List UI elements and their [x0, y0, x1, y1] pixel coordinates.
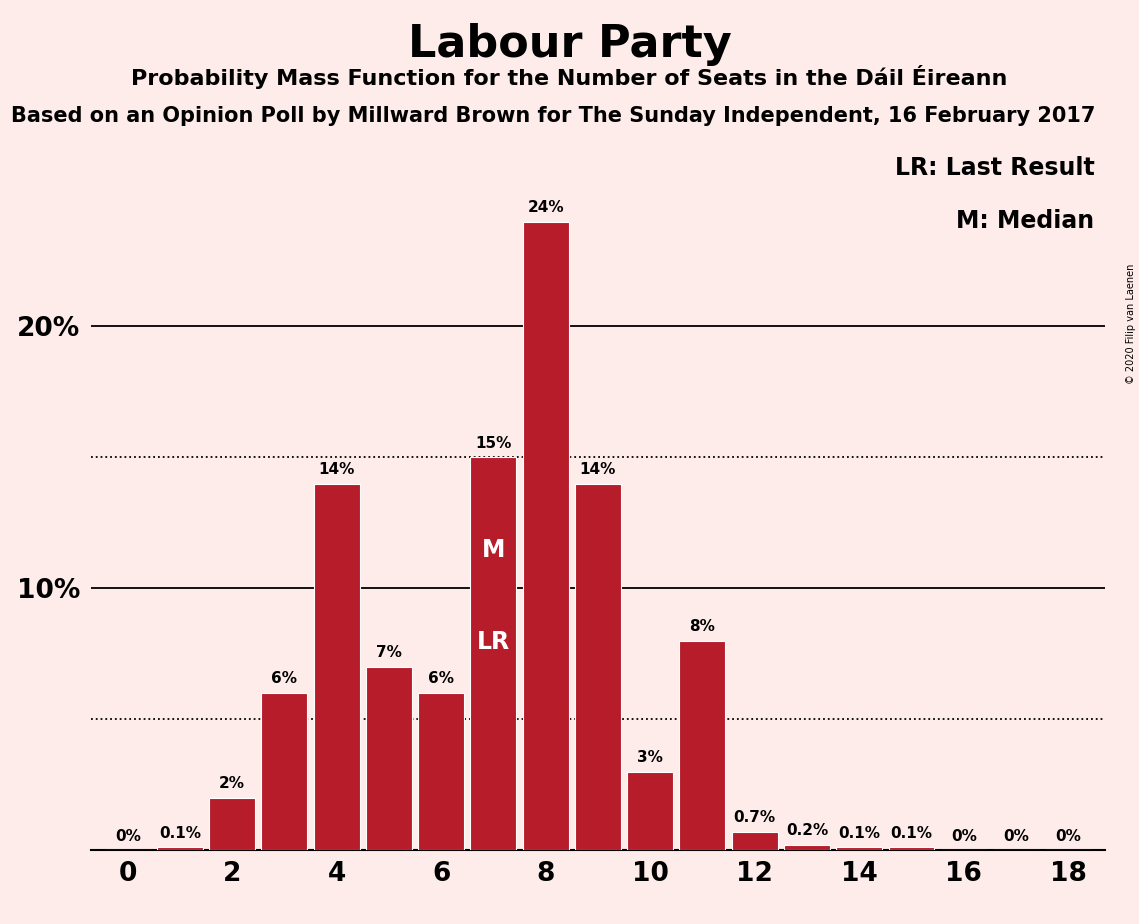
Bar [888, 847, 934, 850]
Text: Labour Party: Labour Party [408, 23, 731, 67]
Text: 6%: 6% [428, 672, 454, 687]
Text: Based on an Opinion Poll by Millward Brown for The Sunday Independent, 16 Februa: Based on an Opinion Poll by Millward Bro… [11, 106, 1096, 127]
Bar [628, 772, 673, 850]
Text: 14%: 14% [319, 462, 355, 477]
Bar [313, 483, 360, 850]
Text: © 2020 Filip van Laenen: © 2020 Filip van Laenen [1126, 263, 1136, 383]
Bar [680, 640, 726, 850]
Bar [784, 845, 830, 850]
Text: 7%: 7% [376, 645, 402, 661]
Text: 0.2%: 0.2% [786, 823, 828, 838]
Text: 0%: 0% [1056, 829, 1081, 844]
Bar [157, 847, 203, 850]
Text: LR: Last Result: LR: Last Result [894, 156, 1095, 180]
Bar [575, 483, 621, 850]
Bar [523, 222, 568, 850]
Bar [470, 457, 516, 850]
Text: 0.1%: 0.1% [838, 826, 880, 841]
Text: 0%: 0% [951, 829, 976, 844]
Bar [366, 667, 412, 850]
Text: 8%: 8% [689, 619, 715, 634]
Text: 3%: 3% [638, 750, 663, 765]
Text: 6%: 6% [271, 672, 297, 687]
Bar [210, 797, 255, 850]
Text: Probability Mass Function for the Number of Seats in the Dáil Éireann: Probability Mass Function for the Number… [131, 65, 1008, 89]
Text: 0.1%: 0.1% [159, 826, 200, 841]
Text: 0%: 0% [115, 829, 140, 844]
Text: M: Median: M: Median [957, 209, 1095, 233]
Bar [731, 832, 778, 850]
Text: 14%: 14% [580, 462, 616, 477]
Text: 15%: 15% [475, 436, 511, 451]
Text: 0%: 0% [1003, 829, 1029, 844]
Bar [836, 847, 883, 850]
Text: M: M [482, 538, 506, 562]
Bar [262, 693, 308, 850]
Text: 0.1%: 0.1% [891, 826, 933, 841]
Text: 24%: 24% [527, 201, 564, 215]
Text: 2%: 2% [219, 776, 245, 791]
Text: 0.7%: 0.7% [734, 810, 776, 825]
Text: LR: LR [477, 630, 510, 654]
Bar [418, 693, 465, 850]
